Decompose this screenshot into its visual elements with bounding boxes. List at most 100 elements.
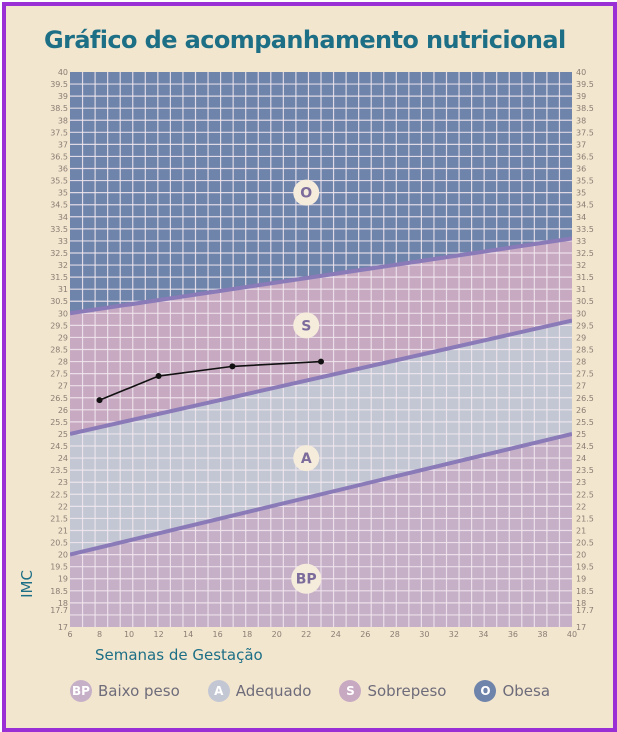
y-tick-right: 25 [576,430,586,439]
grid-layer [70,72,572,627]
y-tick-right: 17.7 [576,606,594,615]
x-tick: 8 [97,630,102,639]
y-tick-left: 37.5 [50,128,68,137]
boundary-sobrepeso-obesa [70,236,572,316]
x-axis-title: Semanas de Gestação [95,646,263,664]
y-tick-left: 29.5 [50,321,68,330]
y-tick-left: 22.5 [50,490,68,499]
y-tick-right: 25.5 [576,418,594,427]
y-tick-left: 17.7 [50,606,68,615]
zone-badge-circle [293,445,320,472]
y-tick-left: 27.5 [50,370,68,379]
bmi-point [96,397,103,404]
y-tick-right: 32.5 [576,249,594,258]
y-tick-left: 20.5 [50,539,68,548]
x-tick: 6 [67,630,72,639]
y-tick-right: 26 [576,406,586,415]
zone-badge-text: O [300,186,312,202]
legend-label-adequado: Adequado [235,682,312,700]
y-tick-left: 28.5 [50,346,68,355]
zone-badge-text: BP [296,572,317,588]
legend-item-adequado: A Adequado [207,680,312,702]
legend-label-sobrepeso: Sobrepeso [367,682,447,700]
y-tick-right: 38 [576,116,586,125]
x-tick: 22 [301,630,311,639]
x-tick: 36 [508,630,518,639]
y-tick-left: 19.5 [50,563,68,572]
boundary-baixo-adequado [70,432,572,557]
y-tick-right: 24.5 [576,442,594,451]
y-tick-left: 18.5 [50,587,68,596]
y-tick-right: 33.5 [576,225,594,234]
y-tick-left: 27 [58,382,68,391]
y-tick-left: 31 [58,285,68,294]
series-layer [96,358,324,404]
y-tick-left: 38 [58,116,68,125]
y-tick-left: 29 [58,333,68,342]
y-tick-left: 33.5 [50,225,68,234]
zone-badge-s: S [293,312,320,339]
y-tick-left: 39.5 [50,80,68,89]
y-tick-left: 19 [58,575,68,584]
y-tick-right: 36.5 [576,152,594,161]
x-tick: 12 [153,630,163,639]
y-tick-left: 30.5 [50,297,68,306]
y-tick-right: 30 [576,309,586,318]
y-tick-left: 39 [58,92,68,101]
y-tick-right: 37.5 [576,128,594,137]
y-tick-right: 24 [576,454,586,463]
legend-badge-s: S [339,680,362,702]
y-tick-left: 38.5 [50,104,68,113]
x-tick: 28 [390,630,400,639]
y-tick-left: 34.5 [50,201,68,210]
y-tick-left: 32 [58,261,68,270]
y-tick-right: 28 [576,358,586,367]
y-tick-right: 34.5 [576,201,594,210]
y-tick-right: 31 [576,285,586,294]
y-tick-left: 25.5 [50,418,68,427]
y-tick-right: 19.5 [576,563,594,572]
zone-badge-o: O [293,179,320,206]
y-tick-right: 39 [576,92,586,101]
y-tick-left: 22 [58,502,68,511]
y-tick-right: 20.5 [576,539,594,548]
legend-label-baixo-peso: Baixo peso [98,682,180,700]
y-tick-left: 26.5 [50,394,68,403]
y-tick-right: 22 [576,502,586,511]
y-tick-left: 31.5 [50,273,68,282]
x-tick: 34 [478,630,488,639]
legend-badge-o: O [474,680,497,702]
y-tick-right: 23 [576,478,586,487]
y-tick-left: 24.5 [50,442,68,451]
boundary-adequado-sobrepeso [70,318,572,436]
zone-badge-a: A [293,445,320,472]
y-tick-left: 37 [58,140,68,149]
x-tick: 30 [419,630,429,639]
zone-badge-text: A [301,451,312,467]
legend-label-obesa: Obesa [502,682,551,700]
x-tick: 16 [213,630,223,639]
y-tick-right: 32 [576,261,586,270]
y-tick-left: 34 [58,213,68,222]
y-tick-right: 20 [576,551,586,560]
y-tick-right: 19 [576,575,586,584]
x-tick: 10 [124,630,134,639]
x-tick: 40 [567,630,577,639]
y-tick-left: 23 [58,478,68,487]
y-tick-left: 26 [58,406,68,415]
y-tick-left: 36.5 [50,152,68,161]
y-tick-left: 17 [58,623,68,632]
y-tick-right: 31.5 [576,273,594,282]
y-tick-right: 27.5 [576,370,594,379]
x-tick: 18 [242,630,252,639]
y-tick-right: 35 [576,189,586,198]
y-tick-left: 18 [58,599,68,608]
y-tick-left: 32.5 [50,249,68,258]
legend-badge-a: A [207,680,230,702]
y-tick-left: 33 [58,237,68,246]
y-tick-right: 39.5 [576,80,594,89]
y-tick-left: 21 [58,526,68,535]
y-tick-right: 28.5 [576,346,594,355]
legend-badge-bp: BP [70,680,92,702]
